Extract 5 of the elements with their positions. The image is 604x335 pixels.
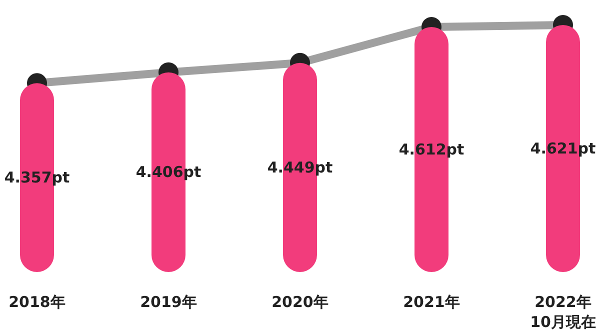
x-tick-label: 2020年 (272, 293, 328, 311)
x-tick-label: 2021年 (403, 293, 460, 311)
x-tick-label: 2022年 10月現在 (530, 293, 596, 331)
x-tick-label: 2019年 (140, 293, 197, 311)
x-tick-label: 2018年 (8, 293, 66, 311)
